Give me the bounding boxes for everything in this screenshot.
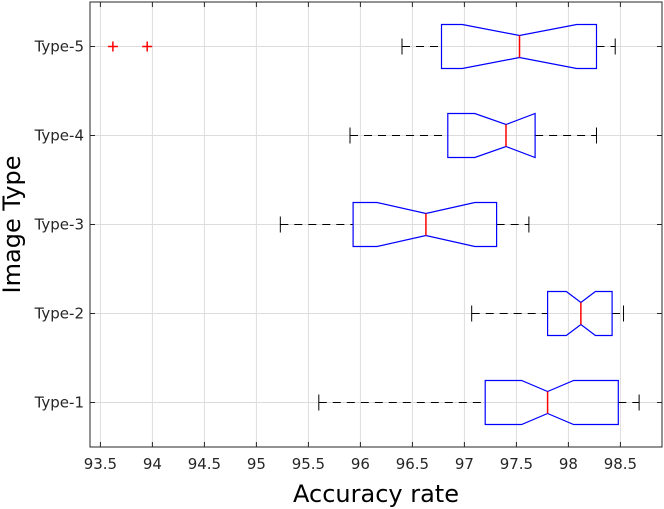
y-tick-label: Type-3 — [34, 216, 84, 234]
y-tick-label: Type-4 — [34, 127, 84, 145]
box-type-5 — [107, 23, 616, 70]
box-type-3 — [279, 201, 530, 248]
x-tick-label: 95.5 — [292, 455, 325, 473]
notched-box — [447, 112, 536, 159]
box-type-1 — [318, 379, 640, 426]
x-axis-title: Accuracy rate — [293, 480, 459, 508]
y-tick-label: Type-2 — [34, 305, 84, 323]
tick-layer: 93.5 94 94.5 95 95.5 96 96.5 97 97.5 98 98.5 Type-1… — [34, 2, 662, 473]
x-tick-label: 95 — [247, 455, 266, 473]
x-tick-label: 96.5 — [396, 455, 429, 473]
notched-box — [352, 201, 498, 248]
notched-box — [440, 23, 598, 70]
x-tick-label: 93.5 — [84, 455, 117, 473]
y-axis-title: Image Type — [0, 156, 26, 294]
notched-box — [546, 290, 613, 337]
x-tick-label: 98 — [559, 455, 578, 473]
box-type-4 — [349, 112, 597, 159]
x-tick-label: 94 — [143, 455, 162, 473]
outlier-marker — [107, 41, 118, 52]
notched-box — [484, 379, 619, 426]
outlier-marker — [142, 41, 153, 52]
box-type-2 — [471, 290, 625, 337]
y-tick-label: Type-1 — [34, 394, 84, 412]
y-tick-label: Type-5 — [34, 38, 84, 56]
x-tick-label: 97 — [455, 455, 474, 473]
x-tick-label: 94.5 — [188, 455, 221, 473]
x-tick-label: 97.5 — [500, 455, 533, 473]
x-tick-label: 96 — [351, 455, 370, 473]
x-tick-label: 98.5 — [604, 455, 637, 473]
box-layer — [107, 23, 640, 426]
